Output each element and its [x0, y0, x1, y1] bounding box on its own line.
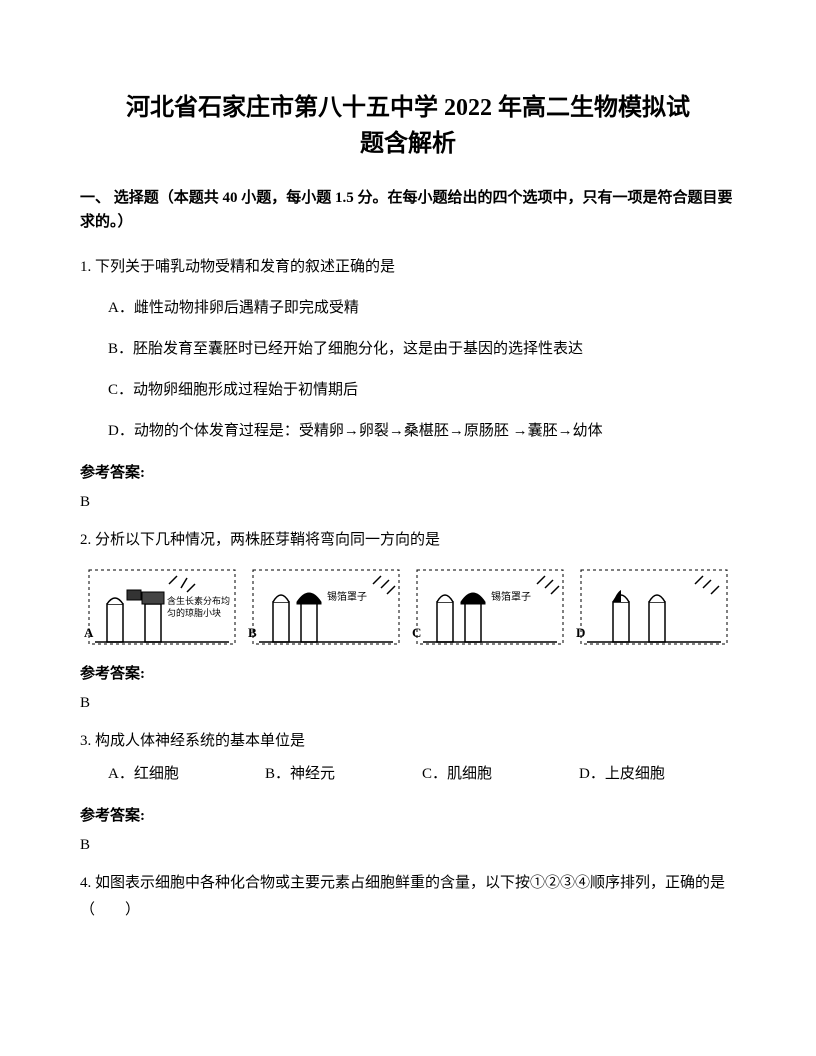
q3-option-c: C．肌细胞: [422, 761, 579, 788]
q1-option-b: B．胚胎发育至囊胚时已经开始了细胞分化，这是由于基因的选择性表达: [80, 336, 736, 363]
q1-option-a: A．雌性动物排卵后遇精子即完成受精: [80, 295, 736, 322]
question-1: 1. 下列关于哺乳动物受精和发育的叙述正确的是 A．雌性动物排卵后遇精子即完成受…: [80, 254, 736, 445]
section-header: 一、 选择题（本题共 40 小题，每小题 1.5 分。在每小题给出的四个选项中，…: [80, 186, 736, 234]
q1-answer: B: [80, 494, 736, 511]
svg-text:锡箔罩子: 锡箔罩子: [491, 590, 531, 603]
q3-options: A．红细胞 B．神经元 C．肌细胞 D．上皮细胞: [80, 761, 736, 788]
q2-label-d: D: [576, 621, 585, 644]
q4-stem: 4. 如图表示细胞中各种化合物或主要元素占细胞鲜重的含量，以下按①②③④顺序排列…: [80, 870, 736, 924]
q2-diagram: 含生长素分布均 匀的琼脂小块 A: [80, 568, 736, 646]
svg-text:匀的琼脂小块: 匀的琼脂小块: [167, 607, 221, 618]
q3-answer-label: 参考答案:: [80, 804, 736, 825]
question-2: 2. 分析以下几种情况，两株胚芽鞘将弯向同一方向的是: [80, 527, 736, 646]
q2-label-a: A: [84, 621, 93, 644]
title-line-1: 河北省石家庄市第八十五中学 2022 年高二生物模拟试: [80, 90, 736, 126]
q2-answer-label: 参考答案:: [80, 662, 736, 683]
q2-label-c: C: [412, 621, 421, 644]
q3-option-d: D．上皮细胞: [579, 761, 736, 788]
q3-option-a: A．红细胞: [108, 761, 265, 788]
q2-answer: B: [80, 695, 736, 712]
page-title: 河北省石家庄市第八十五中学 2022 年高二生物模拟试 题含解析: [80, 90, 736, 162]
q1-stem: 1. 下列关于哺乳动物受精和发育的叙述正确的是: [80, 254, 736, 281]
q2-diagram-c: 锡箔罩子 C: [408, 568, 572, 646]
q2-diagram-a: 含生长素分布均 匀的琼脂小块 A: [80, 568, 244, 646]
q2-diagram-b: 锡箔罩子 B: [244, 568, 408, 646]
q1-option-d: D．动物的个体发育过程是：受精卵→卵裂→桑椹胚→原肠胚 →囊胚→幼体: [80, 418, 736, 445]
q2-label-b: B: [248, 621, 257, 644]
question-3: 3. 构成人体神经系统的基本单位是 A．红细胞 B．神经元 C．肌细胞 D．上皮…: [80, 728, 736, 788]
title-line-2: 题含解析: [80, 126, 736, 162]
q3-stem: 3. 构成人体神经系统的基本单位是: [80, 728, 736, 755]
question-4: 4. 如图表示细胞中各种化合物或主要元素占细胞鲜重的含量，以下按①②③④顺序排列…: [80, 870, 736, 924]
q3-answer: B: [80, 837, 736, 854]
q1-option-c: C．动物卵细胞形成过程始于初情期后: [80, 377, 736, 404]
svg-text:锡箔罩子: 锡箔罩子: [327, 590, 367, 603]
q1-answer-label: 参考答案:: [80, 461, 736, 482]
q3-option-b: B．神经元: [265, 761, 422, 788]
svg-text:含生长素分布均: 含生长素分布均: [167, 595, 230, 606]
q2-diagram-d: D: [572, 568, 736, 646]
q2-stem: 2. 分析以下几种情况，两株胚芽鞘将弯向同一方向的是: [80, 527, 736, 554]
